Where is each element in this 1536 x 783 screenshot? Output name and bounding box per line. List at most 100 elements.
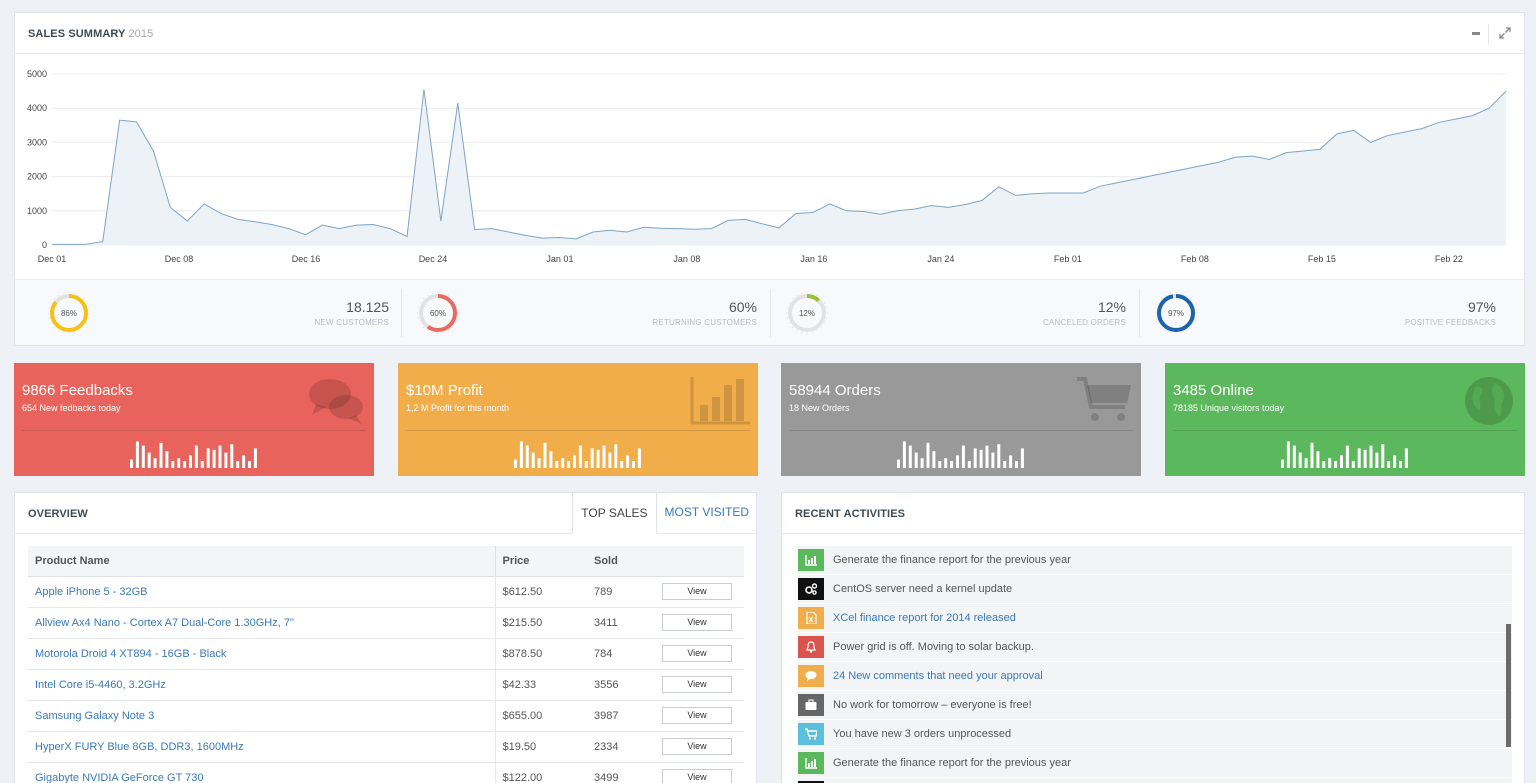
product-name-link[interactable]: Apple iPhone 5 - 32GB [28, 576, 496, 608]
sparkline-bar [1334, 461, 1338, 468]
x-tick-label: Dec 24 [419, 254, 448, 264]
donut-tick [454, 302, 457, 304]
sparkline-bar [596, 449, 600, 468]
sparkline-bar [206, 448, 210, 468]
activity-text: Generate the finance report for the prev… [833, 554, 1071, 566]
sparkline-bar [1399, 461, 1402, 468]
shopping-cart-icon [1077, 377, 1131, 421]
donut-tick [427, 329, 429, 332]
tile-divider [1173, 430, 1517, 431]
activity-scrollbar[interactable] [1506, 624, 1511, 747]
view-button[interactable]: View [662, 676, 732, 693]
briefcase-icon [798, 694, 824, 716]
sparkline-bar [1363, 449, 1367, 468]
sparkline-bar [153, 458, 157, 468]
expand-icon[interactable] [1498, 26, 1512, 40]
x-tick-label: Dec 01 [38, 254, 67, 264]
donut-tick [427, 294, 429, 297]
view-button[interactable]: View [662, 738, 732, 755]
view-button[interactable]: View [662, 583, 732, 600]
stat-divider [401, 289, 402, 337]
sparkline-bar [194, 445, 198, 468]
activity-item [798, 778, 1512, 783]
stat-value: 97% [1467, 299, 1496, 315]
x-tick-label: Jan 08 [673, 254, 700, 264]
donut-center-label: 60% [430, 309, 446, 318]
product-name-link[interactable]: Motorola Droid 4 XT894 - 16GB - Black [28, 638, 496, 670]
panel-title: SALES SUMMARY 2015 [28, 28, 153, 40]
donut-tick [454, 322, 457, 324]
sparkline-bar [537, 458, 541, 468]
tile-online[interactable]: 3485 Online 78185 Unique visitors today [1165, 363, 1525, 476]
donut-new-customers: 86% [48, 292, 90, 334]
donut-tick [53, 297, 56, 300]
bar-chart-icon [798, 549, 824, 571]
activity-item: No work for tomorrow – everyone is free! [798, 691, 1512, 720]
tile-orders[interactable]: 58944 Orders 18 New Orders [781, 363, 1141, 476]
sparkline-bar [1328, 458, 1332, 468]
donut-tick [823, 302, 826, 304]
product-name-link[interactable]: Gigabyte NVIDIA GeForce GT 730 [28, 762, 496, 783]
view-button[interactable]: View [662, 645, 732, 662]
tab-top-sales[interactable]: TOP SALES [572, 492, 657, 534]
view-button[interactable]: View [662, 769, 732, 783]
comment-icon [798, 665, 824, 687]
product-price: $42.33 [495, 669, 587, 701]
sparkline-bar [135, 441, 139, 468]
product-sold: 784 [587, 638, 655, 670]
x-tick-label: Feb 22 [1435, 254, 1463, 264]
product-name-link[interactable]: Intel Core i5-4460, 3.2GHz [28, 669, 496, 701]
sparkline-bar [1404, 448, 1408, 468]
donut-tick [820, 297, 823, 300]
product-price: $655.00 [495, 700, 587, 732]
x-tick-label: Feb 15 [1308, 254, 1336, 264]
table-row: Motorola Droid 4 XT894 - 16GB - Black $87… [28, 638, 744, 670]
table-row: Apple iPhone 5 - 32GB $612.50 789 View [28, 576, 744, 608]
sparkline-bar [1393, 455, 1397, 468]
product-action-cell: View [655, 576, 744, 608]
tile-profit[interactable]: $10M Profit 1,2 M Profit for this month [398, 363, 758, 476]
minimize-icon[interactable] [1472, 32, 1480, 35]
donut-tick [85, 302, 88, 304]
sales-line [52, 89, 1507, 245]
product-price: $612.50 [495, 576, 587, 608]
table-row: Allview Ax4 Nano - Cortex A7 Dual-Core 1… [28, 607, 744, 639]
globe-icon [1465, 377, 1513, 425]
sales-summary-panel: SALES SUMMARY 2015 5000 4000 3000 2000 1000 0 D… [14, 12, 1525, 346]
sparkline-bar [897, 459, 900, 468]
activity-text: Generate the finance report for the prev… [833, 757, 1071, 769]
donut-tick [58, 329, 60, 332]
view-button[interactable]: View [662, 707, 732, 724]
x-tick-label: Jan 24 [927, 254, 954, 264]
sparkline-bar [902, 441, 906, 468]
sparkline-bar [212, 449, 216, 468]
view-button[interactable]: View [662, 614, 732, 631]
product-price: $19.50 [495, 731, 587, 763]
sparkline-bar [1003, 461, 1007, 468]
sparkline-bar [997, 444, 1001, 468]
tab-most-visited[interactable]: MOST VISITED [664, 505, 749, 519]
product-action-cell: View [655, 762, 744, 783]
activity-text[interactable]: XCel finance report for 2014 released [833, 612, 1016, 624]
sparkline-bar [1015, 461, 1018, 468]
product-action-cell: View [655, 669, 744, 701]
product-name-link[interactable]: Allview Ax4 Nano - Cortex A7 Dual-Core 1… [28, 607, 496, 639]
panel-title-text: SALES SUMMARY [28, 28, 126, 40]
activity-item[interactable]: 24 New comments that need your approval [798, 662, 1512, 691]
sparkline-bar [519, 441, 523, 468]
tile-feedbacks[interactable]: 9866 Feedbacks 654 New fedbacks today [14, 363, 374, 476]
sparkline-bar [961, 445, 965, 468]
shopping-cart-icon [798, 723, 824, 745]
donut-arc [50, 294, 88, 332]
activity-item: Generate the finance report for the prev… [798, 546, 1512, 575]
activity-text[interactable]: 24 New comments that need your approval [833, 670, 1043, 682]
panel-title: OVERVIEW [28, 508, 88, 520]
activity-item[interactable]: XCel finance report for 2014 released [798, 604, 1512, 633]
product-name-link[interactable]: Samsung Galaxy Note 3 [28, 700, 496, 732]
product-name-link[interactable]: HyperX FURY Blue 8GB, DDR3, 1600MHz [28, 731, 496, 763]
product-action-cell: View [655, 731, 744, 763]
sales-summary-header: SALES SUMMARY 2015 [15, 13, 1524, 54]
table-row: Intel Core i5-4460, 3.2GHz $42.33 3556 View [28, 669, 744, 701]
activity-item: Power grid is off. Moving to solar backu… [798, 633, 1512, 662]
donut-tick [53, 326, 56, 329]
